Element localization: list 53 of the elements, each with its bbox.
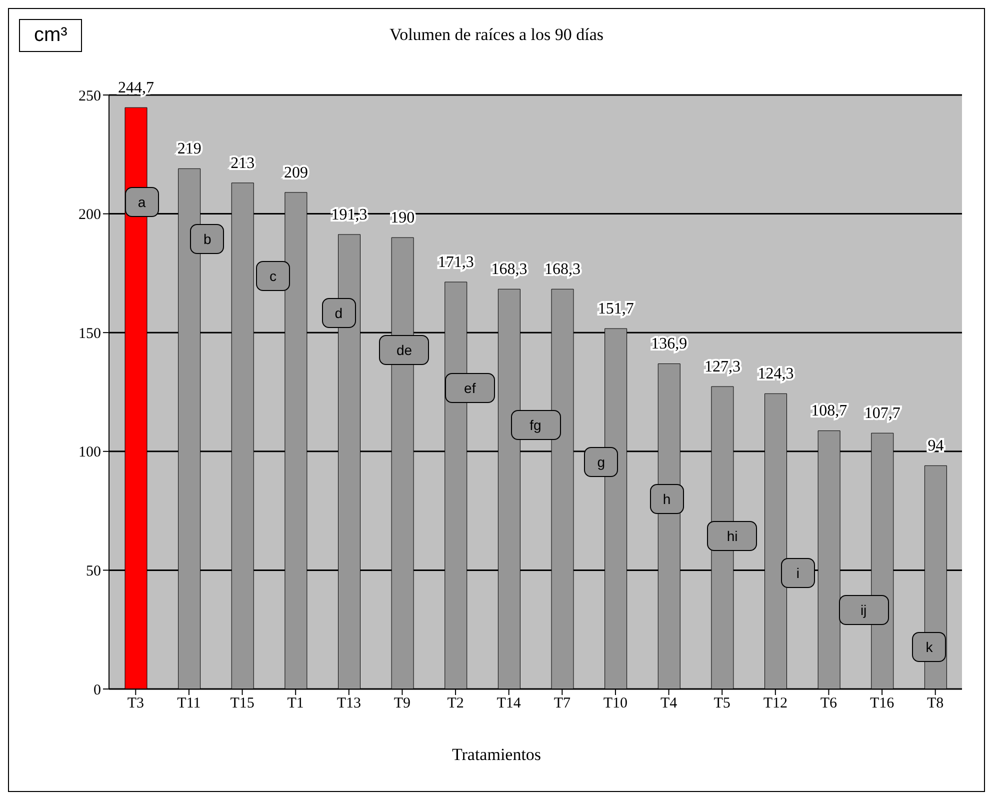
x-tick-label: T11 bbox=[177, 696, 201, 712]
y-tick-label: 50 bbox=[86, 564, 101, 580]
y-tick-label: 150 bbox=[78, 326, 101, 342]
y-axis-title: cm³ bbox=[19, 19, 82, 52]
x-tick-label: T3 bbox=[127, 696, 144, 712]
data-label: 151,7 bbox=[598, 300, 634, 318]
data-label: 136,9 bbox=[651, 336, 688, 353]
annotation: fg bbox=[510, 410, 560, 440]
annotation: b bbox=[190, 224, 224, 254]
x-tick-label: T10 bbox=[603, 696, 628, 712]
annotation: k bbox=[912, 632, 946, 662]
y-tick-label: 250 bbox=[78, 88, 101, 104]
data-label: 168,3 bbox=[491, 261, 528, 278]
x-tick-label: T12 bbox=[763, 696, 788, 712]
annotation: a bbox=[124, 186, 159, 217]
annotation: de bbox=[379, 335, 430, 366]
data-label: 94 bbox=[928, 438, 944, 455]
annotation: c bbox=[256, 261, 290, 292]
x-tick-label: T6 bbox=[820, 696, 838, 712]
annotation: d bbox=[322, 298, 356, 328]
data-label: 213 bbox=[230, 154, 255, 172]
x-tick-label: T5 bbox=[714, 696, 730, 712]
data-label: 127,3 bbox=[704, 358, 740, 376]
x-tick-label: T13 bbox=[336, 696, 361, 712]
data-label: 171,3 bbox=[438, 254, 474, 271]
annotation: ij bbox=[838, 595, 889, 626]
x-tick-label: T8 bbox=[927, 696, 944, 712]
annotation: i bbox=[780, 558, 815, 588]
data-label: 219 bbox=[177, 140, 202, 158]
data-label: 209 bbox=[284, 164, 308, 182]
chart-title: Volumen de raíces a los 90 días bbox=[389, 25, 604, 44]
data-label: 168,3 bbox=[544, 261, 580, 278]
x-tick-label: T2 bbox=[447, 696, 464, 712]
annotation: ef bbox=[444, 372, 495, 403]
x-tick-label: T1 bbox=[287, 696, 304, 712]
data-label: 244,7 bbox=[118, 80, 154, 97]
data-label: 107,7 bbox=[864, 405, 900, 422]
x-tick-label: T4 bbox=[660, 696, 678, 712]
annotation: h bbox=[650, 484, 684, 514]
y-tick-label: 100 bbox=[78, 444, 101, 461]
x-tick-label: T9 bbox=[394, 696, 411, 712]
data-label: 124,3 bbox=[758, 366, 794, 383]
y-tick-label: 200 bbox=[78, 207, 101, 224]
x-tick-label: T16 bbox=[870, 696, 895, 712]
x-tick-label: T15 bbox=[230, 696, 254, 712]
x-tick-label: T14 bbox=[496, 696, 522, 712]
data-label: 108,7 bbox=[811, 402, 848, 420]
y-tick-label: 0 bbox=[94, 682, 101, 698]
x-axis-title: Tratamientos bbox=[450, 745, 542, 765]
data-label: 190 bbox=[390, 210, 415, 227]
annotation: g bbox=[584, 446, 618, 477]
annotation: hi bbox=[707, 521, 758, 552]
x-tick-label: T7 bbox=[554, 696, 571, 712]
